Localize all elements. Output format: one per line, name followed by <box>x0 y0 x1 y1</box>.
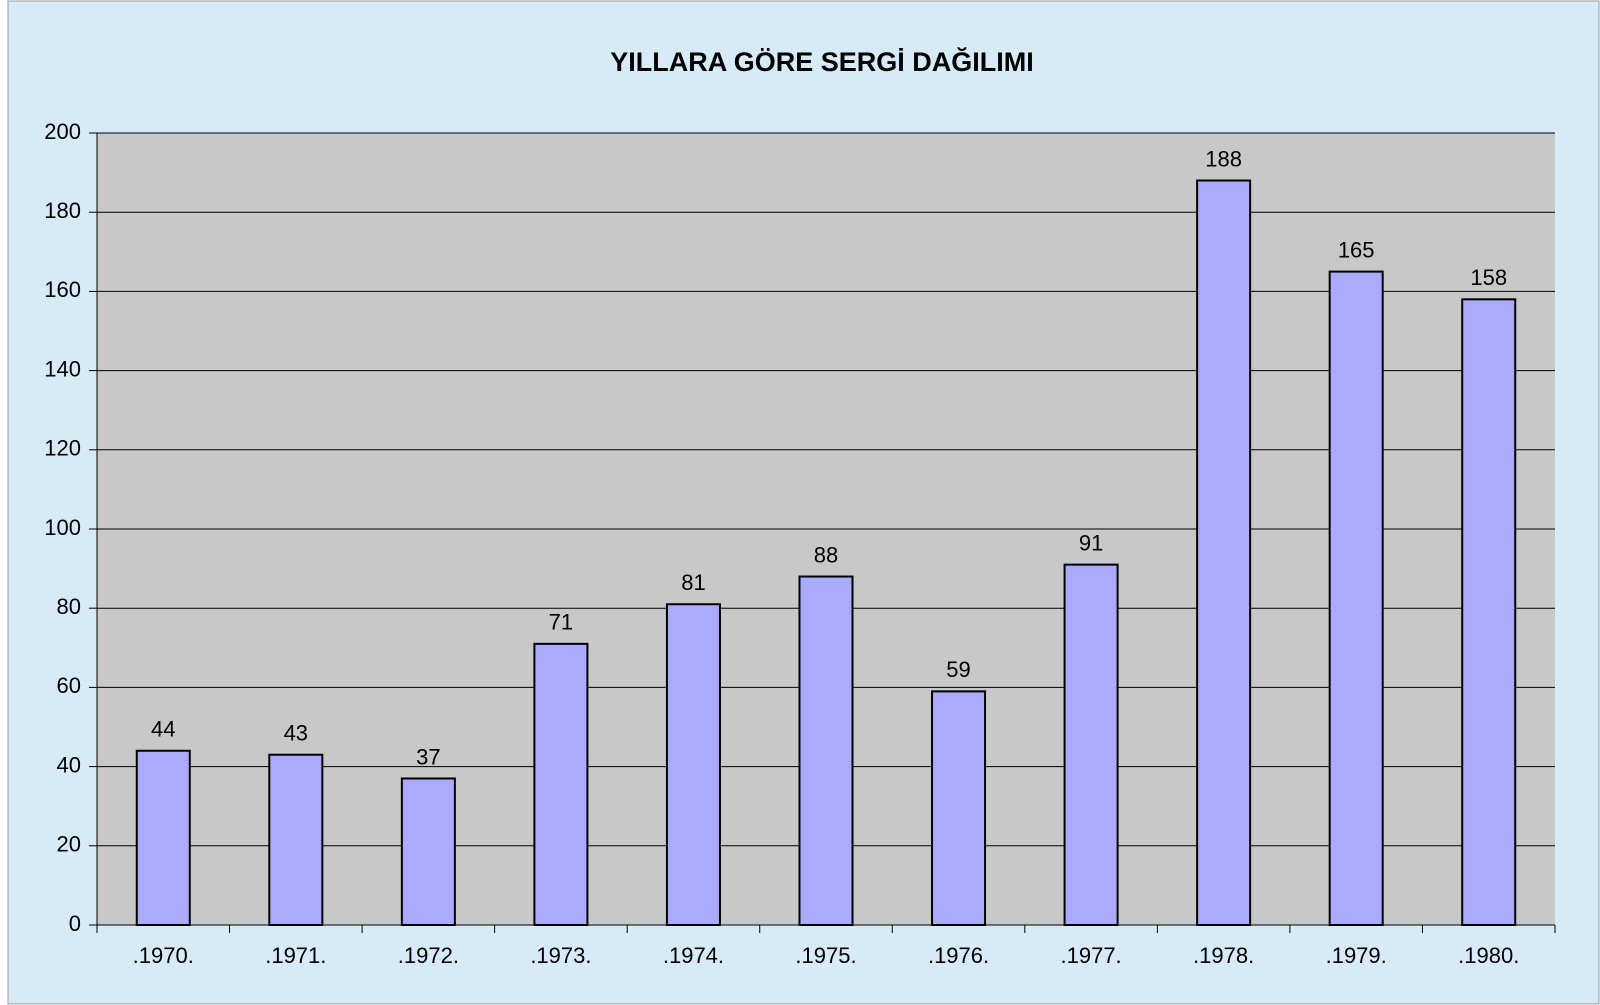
data-label: 44 <box>151 717 175 742</box>
y-tick-label: 200 <box>44 119 81 144</box>
y-tick-label: 40 <box>57 752 81 777</box>
bar <box>1461 298 1517 926</box>
x-tick-label: .1975. <box>795 943 856 968</box>
bar <box>1328 270 1384 927</box>
data-label: 88 <box>814 542 838 567</box>
bar <box>1063 563 1119 926</box>
y-tick-label: 20 <box>57 832 81 857</box>
data-label: 165 <box>1338 237 1375 262</box>
y-tick-label: 0 <box>69 911 81 936</box>
bar <box>665 603 721 926</box>
data-label: 91 <box>1079 530 1103 555</box>
data-label: 37 <box>416 744 440 769</box>
bar <box>798 575 854 927</box>
x-tick-label: .1973. <box>530 943 591 968</box>
x-tick-label: .1979. <box>1326 943 1387 968</box>
x-tick-label: .1980. <box>1458 943 1519 968</box>
y-tick-label: 180 <box>44 198 81 223</box>
data-label: 158 <box>1470 265 1507 290</box>
x-tick-label: .1978. <box>1193 943 1254 968</box>
x-tick-label: .1976. <box>928 943 989 968</box>
data-label: 188 <box>1205 146 1242 171</box>
x-tick-label: .1972. <box>398 943 459 968</box>
x-tick-label: .1970. <box>133 943 194 968</box>
y-tick-label: 80 <box>57 594 81 619</box>
data-label: 59 <box>946 657 970 682</box>
chart-title: YILLARA GÖRE SERGİ DAĞILIMI <box>610 46 1034 77</box>
data-label: 71 <box>549 610 573 635</box>
y-tick-label: 160 <box>44 277 81 302</box>
bar <box>1196 179 1252 926</box>
bar <box>268 753 324 926</box>
y-tick-label: 60 <box>57 673 81 698</box>
data-label: 43 <box>284 721 308 746</box>
y-tick-label: 100 <box>44 515 81 540</box>
x-tick-label: .1971. <box>265 943 326 968</box>
y-tick-label: 140 <box>44 356 81 381</box>
bar <box>533 642 589 927</box>
bar <box>135 749 191 927</box>
bar <box>931 690 987 926</box>
bar <box>400 777 456 926</box>
x-tick-label: .1974. <box>663 943 724 968</box>
x-tick-label: .1977. <box>1061 943 1122 968</box>
y-tick-label: 120 <box>44 436 81 461</box>
data-label: 81 <box>681 570 705 595</box>
